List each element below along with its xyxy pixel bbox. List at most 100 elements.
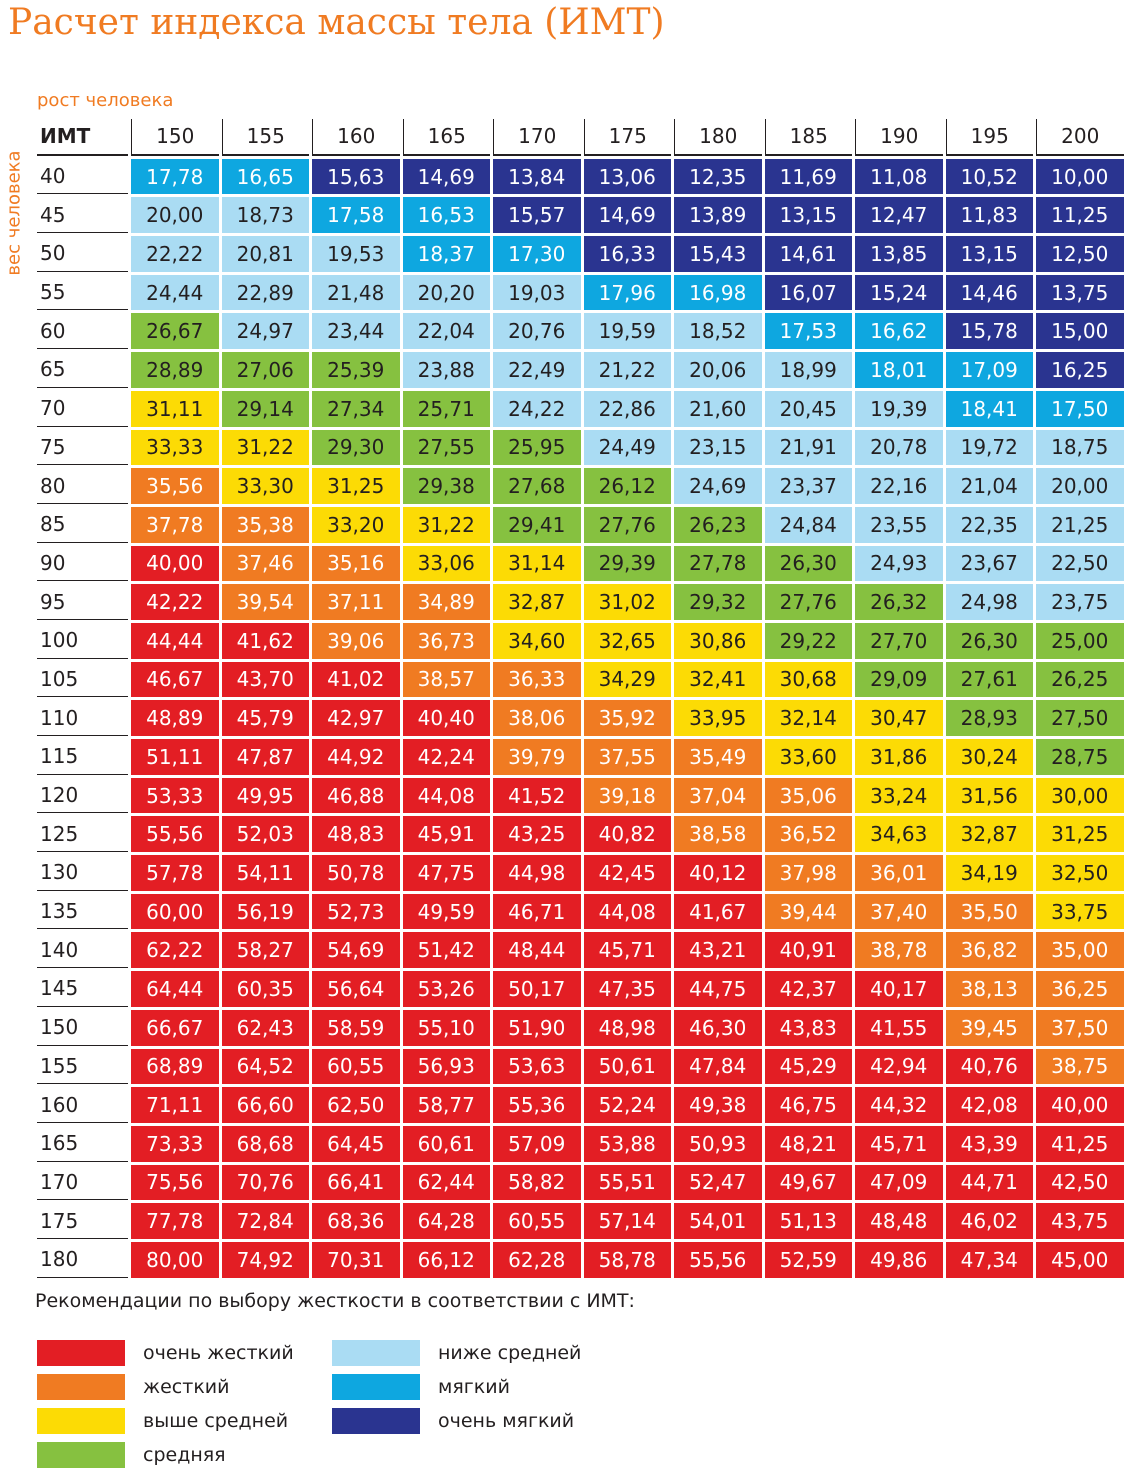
table-row: 40 17,78 16,65 15,63 14,69 13,84 13,06 12,35 11,… [37,158,1124,195]
bmi-cell: 18,99 [764,352,852,388]
bmi-cell: 18,75 [1036,429,1124,466]
bmi-cell: 24,93 [855,545,943,582]
bmi-cell: 17,50 [1036,390,1124,427]
bmi-cell: 35,49 [674,739,762,775]
bmi-cell: 56,19 [221,893,309,930]
table-row: 125 55,56 52,03 48,83 45,91 43,25 40,82 38,58 36… [37,816,1124,853]
bmi-cell: 25,00 [1036,622,1124,659]
bmi-cell: 31,22 [402,506,490,543]
x-axis-label: рост человека [37,90,174,111]
bmi-cell: 44,71 [945,1164,1033,1201]
bmi-cell: 46,71 [493,893,581,930]
bmi-cell: 48,83 [312,816,400,853]
bmi-cell: 52,24 [583,1087,671,1123]
bmi-cell: 25,39 [312,352,400,388]
bmi-cell: 27,78 [674,545,762,582]
bmi-cell: 31,02 [583,584,671,620]
weight-header: 105 [37,662,128,698]
weight-header: 100 [37,623,128,659]
height-header: 190 [855,119,943,156]
header-row: ИМТ 150 155 160 165 170 175 180 185 190 195 200 [37,119,1124,156]
bmi-cell: 24,84 [764,506,852,543]
bmi-cell: 43,70 [221,661,309,698]
bmi-cell: 31,11 [131,390,219,427]
table-row: 95 42,22 39,54 37,11 34,89 32,87 31,02 29,32 27,… [37,584,1124,620]
legend-swatch [332,1340,420,1366]
bmi-cell: 40,76 [945,1048,1033,1085]
bmi-cell: 80,00 [131,1241,219,1278]
bmi-cell: 54,69 [312,932,400,969]
bmi-cell: 14,69 [402,158,490,195]
bmi-cell: 29,32 [674,584,762,620]
bmi-cell: 37,50 [1036,1009,1124,1046]
bmi-cell: 32,14 [764,700,852,736]
bmi-cell: 19,72 [945,429,1033,466]
bmi-cell: 20,00 [1036,468,1124,504]
bmi-cell: 39,06 [312,622,400,659]
bmi-cell: 13,06 [583,158,671,195]
bmi-cell: 15,78 [945,313,1033,350]
bmi-cell: 16,53 [402,197,490,234]
bmi-cell: 51,42 [402,932,490,969]
legend-label: мягкий [438,1376,510,1398]
table-row: 50 22,22 20,81 19,53 18,37 17,30 16,33 15,43 14,… [37,236,1124,272]
table-row: 55 24,44 22,89 21,48 20,20 19,03 17,96 16,98 16,… [37,274,1124,311]
bmi-cell: 52,73 [312,893,400,930]
table-row: 100 44,44 41,62 39,06 36,73 34,60 32,65 30,86 29… [37,622,1124,659]
weight-header: 160 [37,1087,128,1123]
weight-header: 180 [37,1242,128,1278]
bmi-cell: 14,46 [945,274,1033,311]
legend-label: очень мягкий [438,1410,575,1432]
bmi-cell: 15,24 [855,274,943,311]
bmi-cell: 10,52 [945,158,1033,195]
bmi-cell: 29,38 [402,468,490,504]
bmi-cell: 12,47 [855,197,943,234]
bmi-cell: 18,41 [945,390,1033,427]
bmi-cell: 29,22 [764,622,852,659]
bmi-cell: 42,22 [131,584,219,620]
bmi-cell: 68,36 [312,1203,400,1239]
weight-header: 165 [37,1126,128,1162]
bmi-cell: 28,75 [1036,739,1124,775]
bmi-cell: 42,94 [855,1048,943,1085]
bmi-cell: 18,52 [674,313,762,350]
bmi-cell: 20,20 [402,274,490,311]
table-row: 85 37,78 35,38 33,20 31,22 29,41 27,76 26,23 24,… [37,506,1124,543]
bmi-cell: 30,00 [1036,777,1124,814]
table-row: 75 33,33 31,22 29,30 27,55 25,95 24,49 23,15 21,… [37,429,1124,466]
bmi-cell: 66,67 [131,1009,219,1046]
bmi-cell: 11,08 [855,158,943,195]
bmi-cell: 38,13 [945,971,1033,1007]
bmi-cell: 46,02 [945,1203,1033,1239]
bmi-cell: 42,37 [764,971,852,1007]
bmi-cell: 33,95 [674,700,762,736]
bmi-cell: 51,13 [764,1203,852,1239]
bmi-cell: 35,92 [583,700,671,736]
height-header: 180 [674,119,762,156]
bmi-cell: 62,44 [402,1164,490,1201]
bmi-cell: 44,08 [402,777,490,814]
bmi-cell: 36,73 [402,622,490,659]
bmi-cell: 48,98 [583,1009,671,1046]
bmi-cell: 39,18 [583,777,671,814]
bmi-cell: 50,93 [674,1125,762,1162]
bmi-cell: 55,10 [402,1009,490,1046]
bmi-cell: 15,00 [1036,313,1124,350]
bmi-cell: 26,12 [583,468,671,504]
weight-header: 90 [37,546,128,582]
bmi-cell: 43,75 [1036,1203,1124,1239]
bmi-cell: 23,75 [1036,584,1124,620]
bmi-cell: 50,78 [312,855,400,891]
bmi-cell: 14,69 [583,197,671,234]
bmi-cell: 44,44 [131,622,219,659]
bmi-cell: 49,95 [221,777,309,814]
table-row: 180 80,00 74,92 70,31 66,12 62,28 58,78 55,56 52… [37,1241,1124,1278]
table-row: 120 53,33 49,95 46,88 44,08 41,52 39,18 37,04 35… [37,777,1124,814]
bmi-cell: 42,24 [402,739,490,775]
bmi-cell: 35,00 [1036,932,1124,969]
bmi-cell: 33,06 [402,545,490,582]
bmi-cell: 11,83 [945,197,1033,234]
bmi-cell: 19,59 [583,313,671,350]
bmi-cell: 47,75 [402,855,490,891]
height-header: 170 [493,119,581,156]
